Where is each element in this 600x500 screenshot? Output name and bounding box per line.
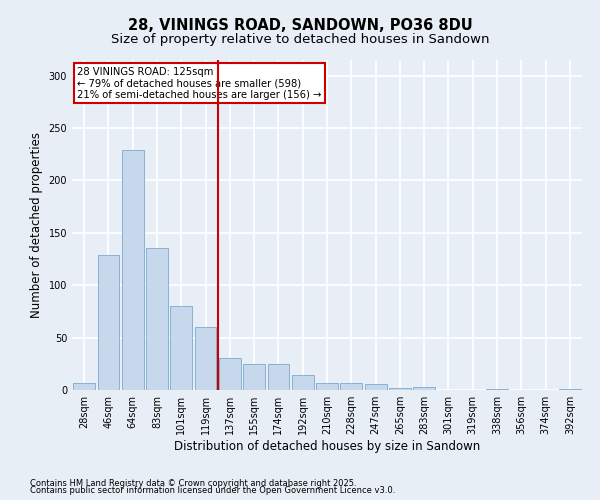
Bar <box>365 384 386 390</box>
Bar <box>340 382 362 390</box>
Text: Contains HM Land Registry data © Crown copyright and database right 2025.: Contains HM Land Registry data © Crown c… <box>30 478 356 488</box>
Bar <box>194 327 217 390</box>
Bar <box>486 389 508 390</box>
Bar <box>170 306 192 390</box>
Bar <box>73 382 95 390</box>
Text: Size of property relative to detached houses in Sandown: Size of property relative to detached ho… <box>111 32 489 46</box>
Bar <box>243 364 265 390</box>
Bar <box>146 248 168 390</box>
X-axis label: Distribution of detached houses by size in Sandown: Distribution of detached houses by size … <box>174 440 480 453</box>
Bar <box>389 388 411 390</box>
Bar <box>219 358 241 390</box>
Text: 28, VININGS ROAD, SANDOWN, PO36 8DU: 28, VININGS ROAD, SANDOWN, PO36 8DU <box>128 18 472 32</box>
Bar <box>292 376 314 390</box>
Y-axis label: Number of detached properties: Number of detached properties <box>30 132 43 318</box>
Bar <box>559 389 581 390</box>
Bar <box>122 150 143 390</box>
Bar <box>316 382 338 390</box>
Bar <box>97 255 119 390</box>
Text: Contains public sector information licensed under the Open Government Licence v3: Contains public sector information licen… <box>30 486 395 495</box>
Bar <box>413 387 435 390</box>
Bar <box>268 364 289 390</box>
Text: 28 VININGS ROAD: 125sqm
← 79% of detached houses are smaller (598)
21% of semi-d: 28 VININGS ROAD: 125sqm ← 79% of detache… <box>77 66 322 100</box>
